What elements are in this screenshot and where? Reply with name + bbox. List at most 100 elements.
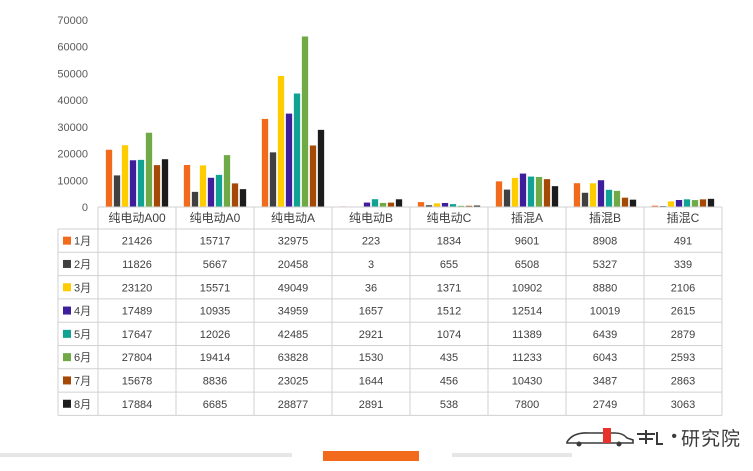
x-category-label: 插混C — [667, 211, 700, 225]
bar — [691, 200, 699, 207]
table-cell: 27804 — [122, 352, 153, 364]
x-category-label: 纯电动A00 — [108, 211, 166, 225]
bar — [519, 173, 527, 207]
bar — [301, 36, 309, 207]
table-cell: 11826 — [122, 259, 152, 271]
table-cell: 339 — [674, 259, 692, 271]
y-tick-label: 0 — [82, 202, 88, 214]
table-cell: 63828 — [278, 352, 309, 364]
table-cell: 32975 — [278, 236, 309, 248]
y-tick-label: 70000 — [57, 15, 88, 27]
bar — [495, 181, 503, 207]
bar — [449, 204, 457, 207]
legend-label: 4月 — [74, 306, 91, 318]
table-cell: 2749 — [593, 399, 617, 411]
table-cell: 19414 — [200, 352, 231, 364]
bar — [215, 174, 223, 207]
table-cell: 8836 — [203, 375, 227, 387]
bar — [379, 202, 387, 207]
footer-accent-bar — [323, 451, 419, 461]
legend-swatch — [63, 376, 71, 385]
table-cell: 6439 — [593, 329, 617, 341]
footer-divider-left — [0, 453, 292, 457]
logo-dot: • — [671, 428, 677, 445]
table-cell: 2891 — [359, 399, 383, 411]
table-cell: 5667 — [203, 259, 227, 271]
bar — [269, 152, 277, 207]
bar — [395, 199, 403, 207]
bar — [473, 205, 481, 207]
table-cell: 20458 — [278, 259, 309, 271]
table-cell: 491 — [674, 236, 692, 248]
bar — [621, 197, 629, 207]
bar — [199, 165, 207, 207]
x-category-label: 插混A — [511, 211, 543, 225]
bar — [363, 202, 371, 207]
table-cell: 21426 — [122, 236, 153, 248]
bar — [105, 149, 113, 207]
bar — [207, 177, 215, 207]
table-cell: 49049 — [278, 282, 309, 294]
table-cell: 2863 — [671, 375, 695, 387]
table-cell: 6043 — [593, 352, 617, 364]
table-cell: 3 — [368, 259, 374, 271]
bar — [285, 113, 293, 207]
legend-swatch — [63, 259, 71, 268]
legend-swatch — [63, 283, 71, 292]
y-tick-label: 60000 — [57, 42, 88, 54]
table-cell: 12026 — [200, 329, 231, 341]
bar — [309, 145, 317, 207]
table-cell: 28877 — [278, 399, 309, 411]
table-cell: 435 — [440, 352, 458, 364]
table-cell: 2593 — [671, 352, 695, 364]
table-cell: 223 — [362, 236, 380, 248]
bar — [511, 177, 519, 207]
bar — [683, 199, 691, 207]
table-cell: 11233 — [512, 352, 542, 364]
table-cell: 11389 — [512, 329, 542, 341]
table-cell: 6685 — [203, 399, 227, 411]
legend-label: 2月 — [74, 259, 91, 271]
legend-swatch — [63, 306, 71, 315]
x-category-label: 纯电动B — [349, 211, 393, 225]
bar — [161, 159, 169, 207]
bar — [589, 183, 597, 207]
bar — [371, 199, 379, 207]
footer-divider-right — [452, 453, 572, 457]
bar — [707, 198, 715, 207]
bar — [597, 180, 605, 207]
table-cell: 8908 — [593, 236, 617, 248]
bar — [425, 205, 433, 207]
bars — [105, 36, 715, 207]
table-cell: 1644 — [359, 375, 383, 387]
legend-swatch — [63, 329, 71, 338]
legend-label: 5月 — [74, 329, 91, 341]
y-tick-label: 40000 — [57, 95, 88, 107]
table-cell: 3487 — [593, 375, 617, 387]
table-cell: 9601 — [515, 236, 539, 248]
bar — [651, 205, 659, 207]
bar — [387, 202, 395, 207]
table-cell: 23025 — [278, 375, 309, 387]
bar — [581, 192, 589, 207]
table-cell: 2106 — [671, 282, 695, 294]
table-cell: 42485 — [278, 329, 309, 341]
bar — [527, 176, 535, 207]
bar — [535, 176, 543, 207]
legend-label: 1月 — [74, 236, 91, 248]
bar — [231, 183, 239, 207]
table-cell: 10902 — [512, 282, 543, 294]
table-cell: 8880 — [593, 282, 617, 294]
table-cell: 1834 — [437, 236, 461, 248]
bar — [153, 165, 161, 207]
logo: • 研究院 — [563, 424, 741, 450]
table-cell: 2879 — [671, 329, 695, 341]
bar — [457, 205, 465, 207]
table-cell: 10935 — [200, 306, 231, 318]
table-cell: 655 — [440, 259, 458, 271]
bar — [629, 199, 637, 207]
table-cell: 538 — [440, 399, 458, 411]
bar — [433, 203, 441, 207]
table-cell: 15678 — [122, 375, 153, 387]
y-axis-ticks: 0 10000 20000 30000 40000 50000 60000 70000 — [57, 15, 88, 214]
